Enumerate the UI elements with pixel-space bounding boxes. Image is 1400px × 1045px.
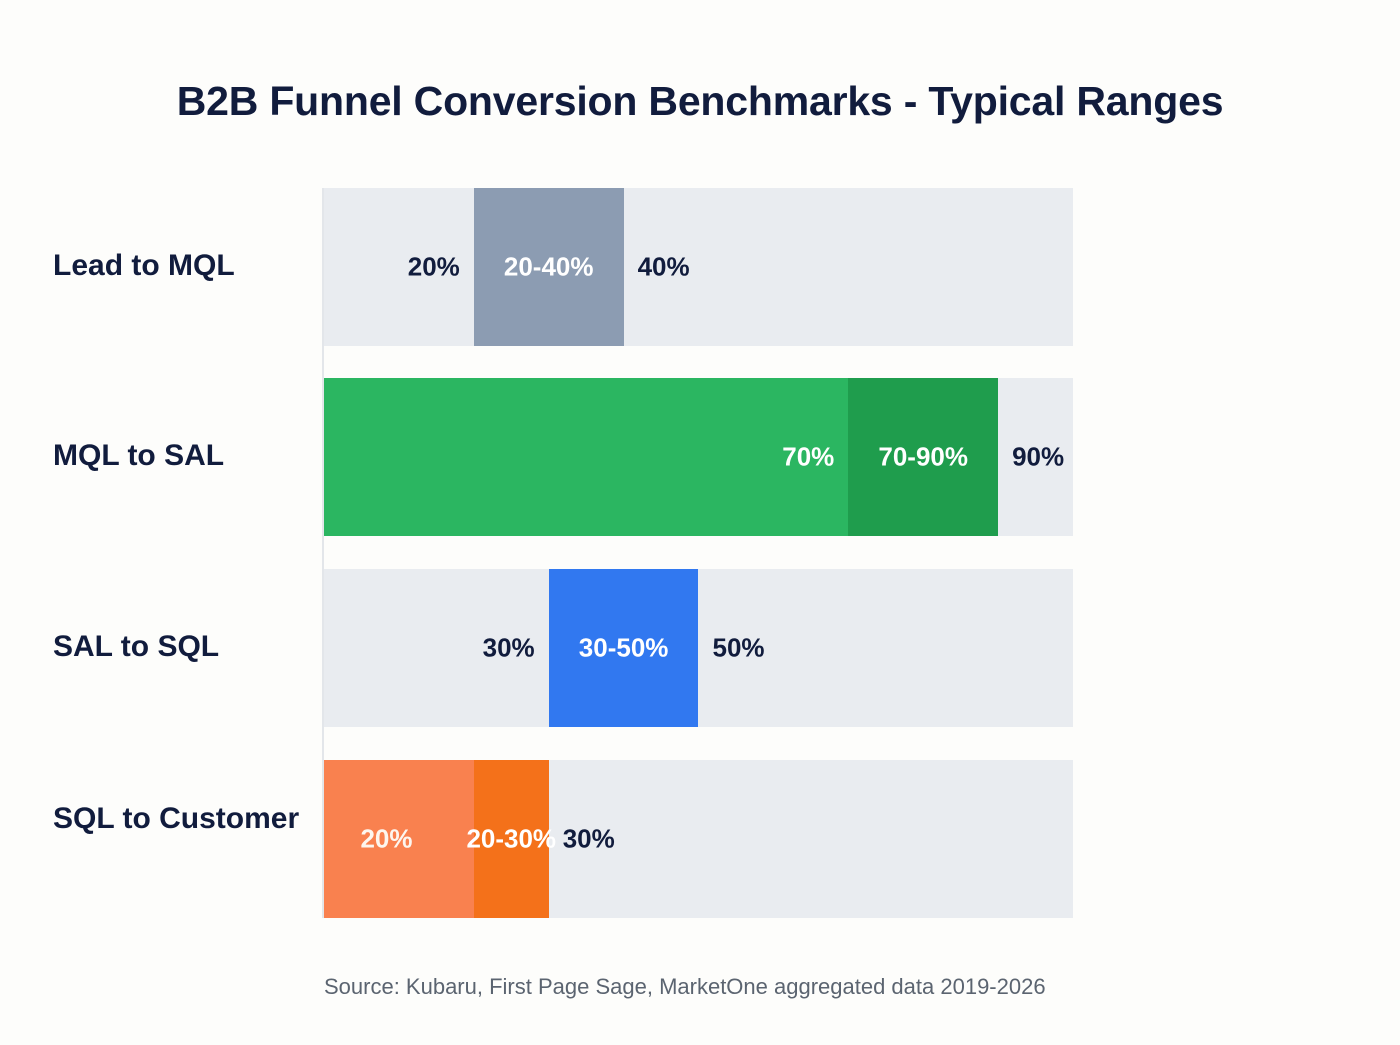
bar-range-segment[interactable] (548, 569, 699, 727)
bar-track (324, 188, 1073, 346)
bar-base-segment[interactable] (324, 760, 474, 918)
range-value-label: 20-30% (466, 823, 557, 854)
bar-base-segment[interactable] (324, 378, 849, 536)
bar-row: SAL to SQL 30% 30-50% 50% The real quali… (53, 569, 1073, 727)
category-label-text: SAL to SQL (53, 630, 220, 663)
bar-row: SQL to Customer 20% 20-30% 30% Deal exec… (53, 760, 1073, 918)
bar-row: Lead to MQL 20% 20-40% 40% Scoring thres… (53, 188, 1073, 346)
high-value-label: 90% (1012, 441, 1065, 472)
category-label-text: SQL to Customer (53, 802, 300, 835)
high-value-label: 50% (712, 632, 765, 663)
range-value-label: 30-50% (578, 632, 669, 663)
bar-range-segment[interactable] (473, 760, 549, 918)
high-value-label: 30% (562, 823, 615, 854)
low-value-label: 20% (360, 823, 413, 854)
low-value-label: 20% (407, 251, 460, 282)
low-value-label: 70% (782, 441, 835, 472)
category-label-text: Lead to MQL (53, 249, 235, 282)
source-note: Source: Kubaru, First Page Sage, MarketO… (324, 974, 1046, 999)
bar-range-segment[interactable] (473, 188, 624, 346)
bar-row: MQL to SAL 70% 70-90% 90% High rate mean… (53, 378, 1073, 536)
range-value-label: 20-40% (503, 251, 594, 282)
low-value-label: 30% (482, 632, 535, 663)
range-value-label: 70-90% (878, 441, 968, 472)
category-label-text: MQL to SAL (53, 439, 225, 472)
y-axis-line (322, 188, 324, 918)
bar-range-segment[interactable] (848, 378, 999, 536)
bar-track (324, 569, 1073, 727)
chart-title: B2B Funnel Conversion Benchmarks - Typic… (176, 78, 1224, 124)
high-value-label: 40% (637, 251, 690, 282)
plot-area: Lead to MQL 20% 20-40% 40% Scoring thres… (53, 188, 1073, 918)
